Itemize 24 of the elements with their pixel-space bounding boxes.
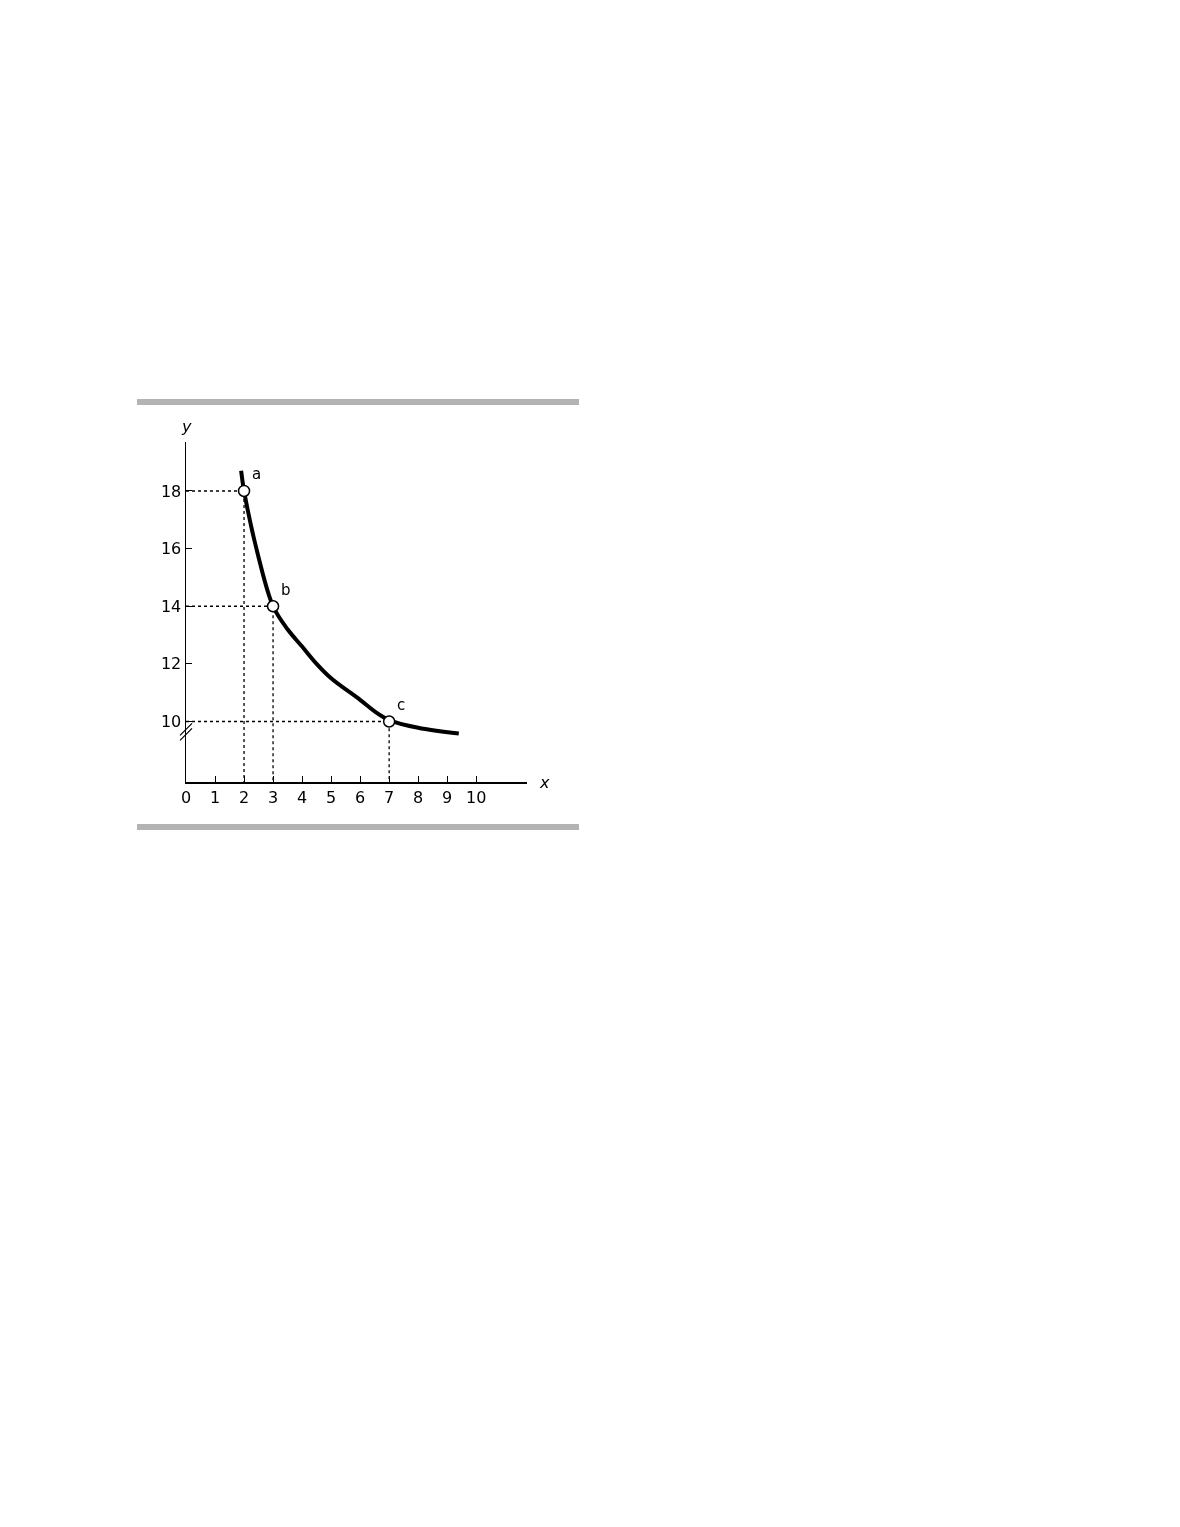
y-tick-label: 14 — [160, 596, 182, 616]
x-tick-label: 3 — [267, 787, 279, 807]
point — [237, 484, 251, 498]
y-axis-title: y — [181, 417, 192, 436]
x-tick-label: 4 — [297, 787, 308, 807]
y-tick-label: 18 — [160, 481, 182, 501]
data-label: a — [251, 465, 262, 484]
data-label: c — [397, 695, 406, 714]
y-tick-label: 12 — [160, 654, 182, 674]
point — [266, 599, 280, 613]
x-tick-label: 7 — [384, 787, 395, 807]
x-tick-label: 6 — [355, 787, 366, 807]
x-tick-label: 2 — [238, 787, 250, 807]
data-label: b — [280, 580, 291, 599]
x-tick-label: 9 — [442, 787, 453, 807]
point — [382, 715, 396, 728]
x-tick-label: 8 — [413, 787, 424, 807]
x-tick-label: 10 — [466, 787, 487, 807]
x-tick-label: 5 — [326, 787, 337, 807]
y-tick-label: 16 — [160, 539, 182, 559]
y-tick-label: 10 — [160, 712, 182, 732]
x-tick-label: 1 — [209, 787, 221, 807]
x-axis-title: x — [539, 773, 550, 792]
x-tick-label: 0 — [180, 787, 192, 807]
